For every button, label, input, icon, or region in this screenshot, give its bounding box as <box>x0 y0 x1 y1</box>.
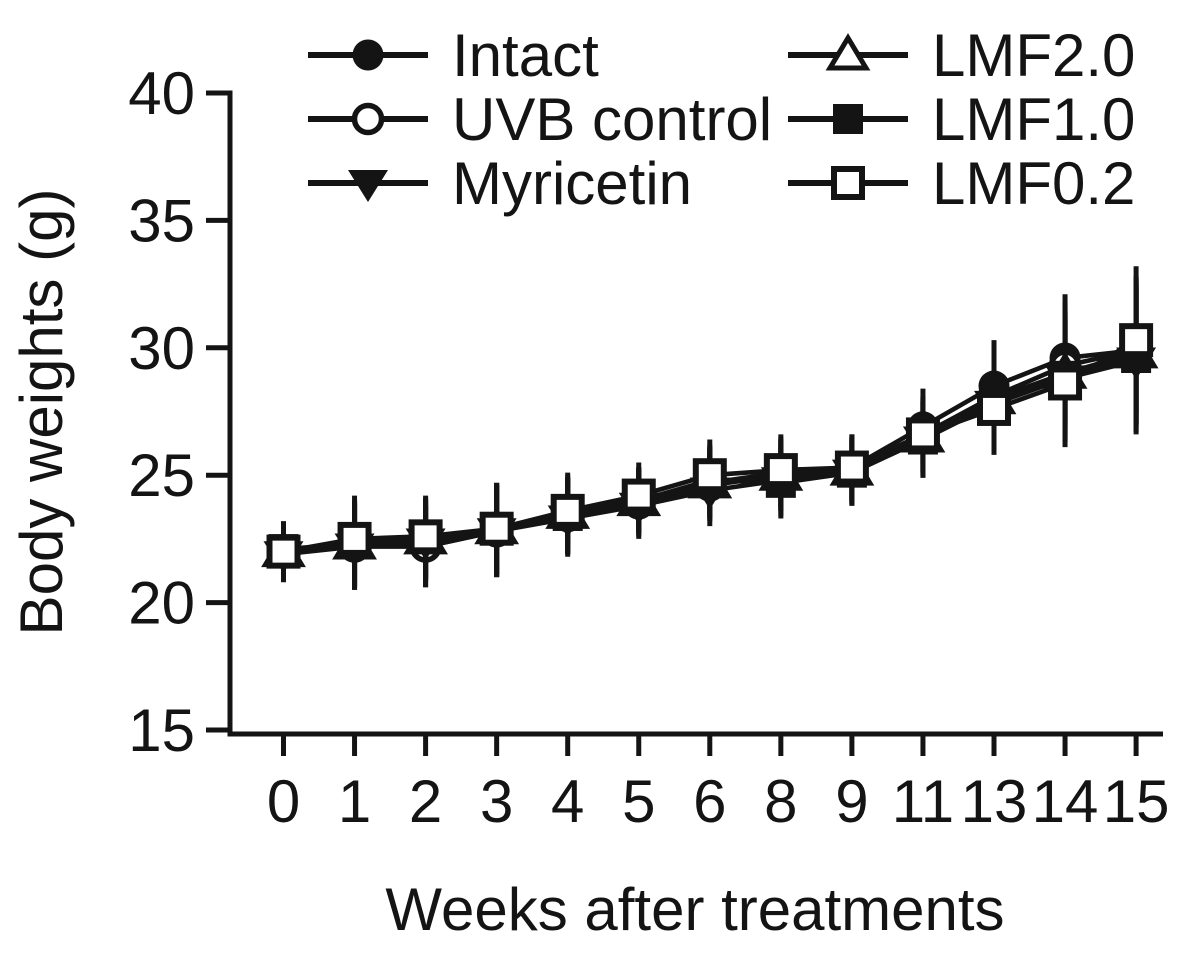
legend-label: Intact <box>452 22 599 89</box>
x-tick-label: 6 <box>693 768 726 835</box>
marker-open-square <box>905 417 940 452</box>
y-tick-label: 40 <box>128 60 195 127</box>
axes <box>227 90 1163 737</box>
marker-open-circle <box>351 102 385 136</box>
x-ticks: 0 1 2 3 4 5 6 8 9 11 13 14 15 <box>267 736 1170 835</box>
y-ticks: 15 20 25 30 35 40 <box>128 60 230 764</box>
marker-open-square <box>479 511 514 546</box>
marker-open-square <box>834 450 869 485</box>
series-lmf1-0 <box>268 284 1152 588</box>
marker-open-square <box>763 453 798 488</box>
marker-filled-triangle-down <box>348 170 388 202</box>
series-lmf0-2 <box>266 266 1154 583</box>
marker-open-square <box>1048 366 1083 401</box>
x-tick-label: 8 <box>764 768 797 835</box>
x-tick-label: 2 <box>409 768 442 835</box>
marker-open-square <box>831 166 865 200</box>
marker-open-square <box>550 493 585 528</box>
marker-filled-square <box>833 104 863 134</box>
legend-label: UVB control <box>452 86 772 153</box>
legend-label: LMF2.0 <box>932 22 1135 89</box>
x-tick-label: 4 <box>551 768 584 835</box>
x-tick-label: 5 <box>622 768 655 835</box>
marker-open-square <box>692 458 727 493</box>
x-tick-label: 15 <box>1103 768 1170 835</box>
marker-open-square <box>266 534 301 569</box>
marker-open-square <box>977 391 1011 426</box>
x-tick-label: 0 <box>267 768 300 835</box>
x-tick-label: 1 <box>338 768 371 835</box>
y-tick-label: 20 <box>128 570 195 637</box>
y-tick-label: 15 <box>128 697 195 764</box>
marker-open-square <box>621 478 656 513</box>
x-tick-label: 3 <box>480 768 513 835</box>
legend-item-lmf0-2: LMF0.2 <box>788 150 1135 217</box>
series-myricetin <box>263 286 1157 590</box>
y-axis-title: Body weights (g) <box>8 189 75 636</box>
y-tick-label: 30 <box>128 315 195 382</box>
legend-item-intact: Intact <box>308 22 599 89</box>
y-tick-label: 35 <box>128 187 195 254</box>
legend-label: LMF0.2 <box>932 150 1135 217</box>
y-tick-label: 25 <box>128 442 195 509</box>
x-tick-label: 14 <box>1032 768 1099 835</box>
marker-open-triangle-up <box>825 33 871 71</box>
legend-item-myricetin: Myricetin <box>308 150 692 217</box>
legend-item-lmf2-0: LMF2.0 <box>788 22 1135 89</box>
x-tick-label: 9 <box>835 768 868 835</box>
legend-label: LMF1.0 <box>932 86 1135 153</box>
x-axis-title: Weeks after treatments <box>385 876 1004 943</box>
marker-open-square <box>408 519 443 554</box>
marker-filled-circle <box>352 39 384 71</box>
x-tick-label: 13 <box>961 768 1028 835</box>
legend-label: Myricetin <box>452 150 692 217</box>
marker-open-square <box>1119 323 1154 358</box>
marker-open-square <box>337 521 372 556</box>
x-tick-label: 11 <box>892 768 954 835</box>
legend-item-lmf1-0: LMF1.0 <box>788 86 1135 153</box>
legend-item-uvb-control: UVB control <box>308 86 772 153</box>
